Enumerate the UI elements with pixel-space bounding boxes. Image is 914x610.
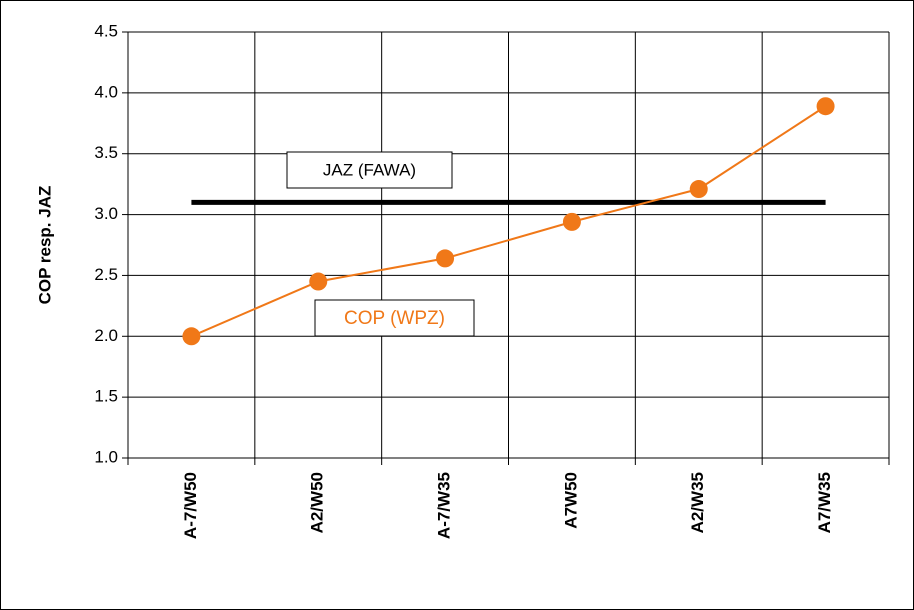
x-tick-label: A2/W35 xyxy=(688,472,707,533)
marker xyxy=(436,249,455,268)
marker xyxy=(309,272,328,291)
y-tick-label: 1.0 xyxy=(94,447,118,466)
x-tick-label: A-7/W50 xyxy=(181,472,200,539)
y-tick-label: 3.5 xyxy=(94,143,118,162)
y-tick-label: 4.0 xyxy=(94,82,118,101)
series-label-box xyxy=(286,151,453,189)
marker xyxy=(562,212,581,231)
marker xyxy=(689,180,708,199)
y-tick-label: 2.5 xyxy=(94,265,118,284)
series-label: JAZ (FAWA) xyxy=(323,160,416,179)
x-tick-label: A2/W50 xyxy=(308,472,327,533)
y-tick-label: 2.0 xyxy=(94,326,118,345)
y-axis-label: COP resp. JAZ xyxy=(35,186,54,305)
x-tick-label: A7W50 xyxy=(561,472,580,529)
series-line xyxy=(191,105,827,338)
marker xyxy=(816,97,835,116)
y-tick-label: 1.5 xyxy=(94,387,118,406)
series-label-box xyxy=(314,299,475,337)
y-tick-label: 3.0 xyxy=(94,204,118,223)
marker xyxy=(182,327,201,346)
series-label: COP (WPZ) xyxy=(344,308,445,329)
x-tick-label: A7/W35 xyxy=(815,472,834,533)
y-tick-label: 4.5 xyxy=(94,21,118,40)
x-tick-label: A-7/W35 xyxy=(435,472,454,539)
